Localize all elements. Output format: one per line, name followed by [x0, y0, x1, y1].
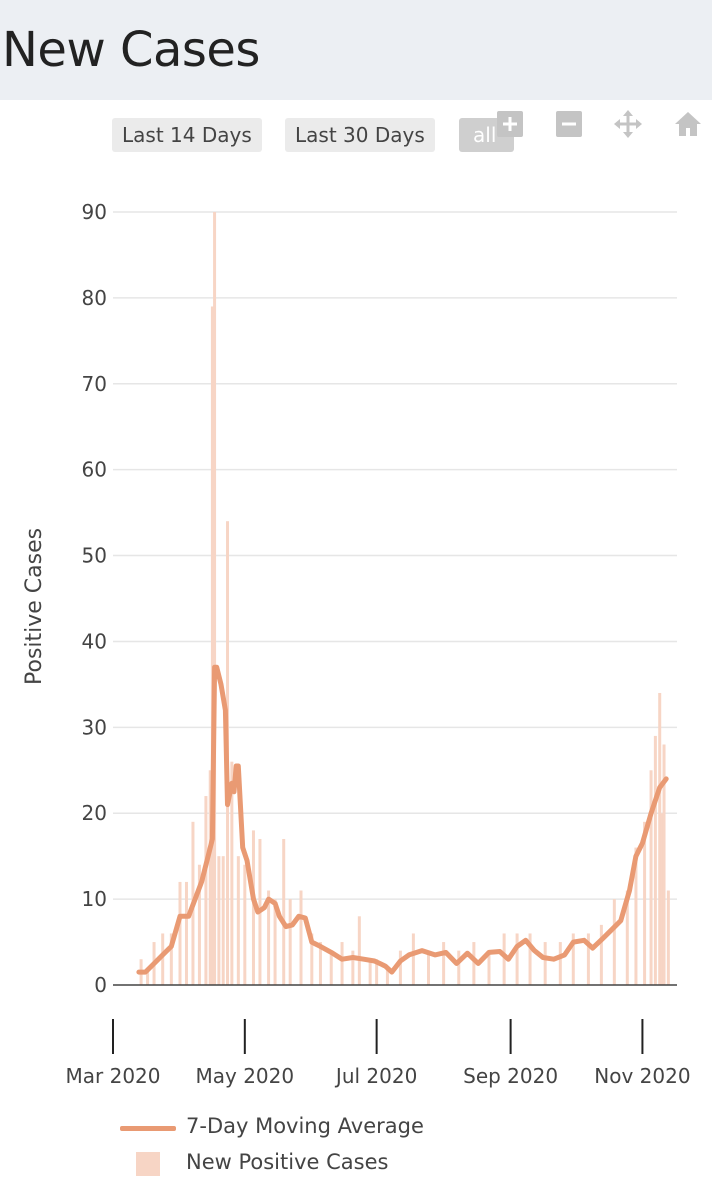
bar: [528, 933, 532, 985]
page-header: New Cases: [0, 0, 712, 100]
bar: [161, 933, 165, 985]
bar: [217, 856, 221, 985]
bar: [146, 967, 150, 985]
bar: [634, 847, 638, 985]
bar: [442, 942, 446, 985]
bar: [204, 796, 208, 985]
bar: [375, 959, 379, 985]
bar: [299, 890, 303, 985]
bar: [457, 950, 461, 985]
range-button-last-30-days[interactable]: Last 30 Days: [285, 118, 435, 152]
page-title: New Cases: [2, 22, 260, 78]
bar: [184, 881, 188, 985]
zoom-in-icon[interactable]: [496, 110, 524, 138]
bar: [612, 899, 616, 985]
bar: [243, 864, 247, 985]
bar: [658, 692, 662, 985]
y-tick-label: 20: [82, 801, 107, 825]
bar: [230, 761, 234, 985]
bar: [515, 933, 519, 985]
bar: [543, 942, 547, 985]
gridlines: [113, 211, 677, 900]
bar: [660, 813, 664, 985]
bar: [662, 744, 666, 985]
x-tick-label: May 2020: [196, 1064, 295, 1088]
bar: [653, 735, 657, 985]
bar: [288, 899, 292, 985]
moving-average-line: [136, 664, 669, 975]
bar: [599, 924, 603, 985]
bar: [385, 967, 389, 985]
bar: [197, 864, 201, 985]
x-tick-label: Sep 2020: [463, 1064, 558, 1088]
bar: [221, 856, 225, 985]
bars-new-positive-cases: [139, 212, 670, 985]
bar: [178, 881, 182, 985]
chart-area: 0 10 20 30 40 50 60 70 80 90 Mar 2020 May 2020 Jul 2…: [66, 200, 691, 1088]
bar: [625, 890, 629, 985]
legend-item-new-positive-cases[interactable]: New Positive Cases: [120, 1148, 520, 1182]
bar: [357, 916, 361, 985]
y-tick-label: 50: [82, 544, 107, 568]
bar: [267, 890, 271, 985]
bar: [643, 821, 647, 985]
bar: [329, 950, 333, 985]
bar: [310, 933, 314, 985]
x-tick-label: Mar 2020: [66, 1064, 161, 1088]
axes: 0 10 20 30 40 50 60 70 80 90 Mar 2020 May 2020 Jul 2…: [66, 200, 691, 1088]
bar: [213, 212, 217, 985]
legend-line-swatch: [120, 1126, 176, 1131]
bar: [666, 890, 670, 985]
bar: [251, 830, 255, 985]
legend-label: New Positive Cases: [186, 1150, 389, 1174]
bar: [472, 942, 476, 985]
y-tick-label: 30: [82, 715, 107, 739]
bar: [411, 933, 415, 985]
bar: [368, 959, 372, 985]
bar: [398, 950, 402, 985]
reset-home-icon[interactable]: [674, 110, 702, 138]
pan-icon[interactable]: [614, 110, 642, 138]
x-tick-label: Jul 2020: [334, 1064, 417, 1088]
bar: [318, 942, 322, 985]
bar: [571, 933, 575, 985]
legend-item-moving-average[interactable]: 7-Day Moving Average: [120, 1112, 520, 1146]
range-button-last-14-days[interactable]: Last 14 Days: [112, 118, 262, 152]
bar: [351, 950, 355, 985]
line-moving-average: [136, 664, 669, 975]
bar: [340, 942, 344, 985]
legend-bar-swatch: [136, 1152, 160, 1176]
bar: [273, 899, 277, 985]
bar: [282, 838, 286, 985]
bar: [502, 933, 506, 985]
bar: [208, 770, 212, 985]
bar: [558, 942, 562, 985]
bar: [236, 856, 240, 985]
y-tick-label: 40: [82, 629, 107, 653]
y-tick-label: 60: [82, 458, 107, 482]
y-tick-label: 10: [82, 887, 107, 911]
bar: [586, 933, 590, 985]
zoom-out-icon[interactable]: [555, 110, 583, 138]
legend-label: 7-Day Moving Average: [186, 1114, 424, 1138]
bar: [487, 950, 491, 985]
y-tick-label: 90: [82, 200, 107, 224]
y-tick-label: 70: [82, 372, 107, 396]
bar: [649, 770, 653, 985]
bar: [169, 933, 173, 985]
bar: [426, 950, 430, 985]
y-tick-label: 0: [94, 973, 107, 997]
bar: [210, 306, 214, 985]
x-tick-label: Nov 2020: [594, 1064, 690, 1088]
y-tick-label: 80: [82, 286, 107, 310]
